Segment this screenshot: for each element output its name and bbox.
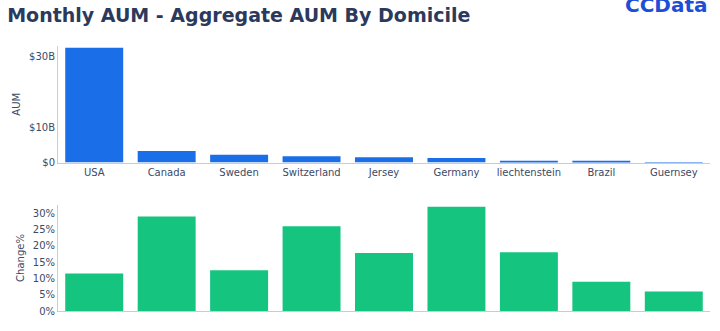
svg-text:10%: 10% [33,273,55,284]
svg-text:Sweden: Sweden [219,167,259,178]
svg-text:5%: 5% [39,289,55,300]
svg-text:30%: 30% [33,208,55,219]
svg-text:25%: 25% [33,224,55,235]
svg-text:15%: 15% [33,257,55,268]
svg-text:USA: USA [84,167,105,178]
svg-text:$10B: $10B [29,122,55,133]
svg-text:Guernsey: Guernsey [650,167,698,178]
svg-text:20%: 20% [33,240,55,251]
svg-text:Change%: Change% [15,234,26,282]
svg-text:$30B: $30B [29,51,55,62]
svg-text:$0: $0 [42,157,55,168]
svg-text:Monthly AUM - Aggregate AUM By: Monthly AUM - Aggregate AUM By Domicile [7,4,470,26]
svg-text:liechtenstein: liechtenstein [497,167,561,178]
svg-text:0%: 0% [39,306,55,317]
svg-text:AUM: AUM [11,93,22,116]
svg-text:Jersey: Jersey [368,167,400,178]
svg-text:CCData: CCData [625,0,708,17]
svg-text:Canada: Canada [148,167,186,178]
svg-text:Switzerland: Switzerland [282,167,340,178]
svg-text:Germany: Germany [433,167,479,178]
svg-text:Brazil: Brazil [587,167,615,178]
